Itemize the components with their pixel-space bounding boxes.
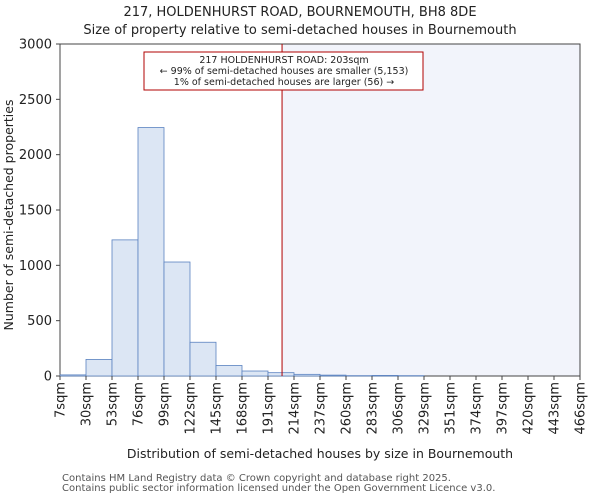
bar-122sqm — [189, 341, 217, 377]
x-tick-label-7sqm: 7sqm — [54, 382, 69, 418]
x-tick-label-260sqm: 260sqm — [340, 382, 355, 435]
x-axis-label: Distribution of semi-detached houses by … — [127, 446, 513, 461]
y-tick-label-0: 0 — [44, 370, 52, 385]
annotation-line-1: 217 HOLDENHURST ROAD: 203sqm — [199, 55, 368, 66]
bar-237sqm — [319, 374, 347, 377]
annotation-box — [143, 51, 424, 91]
bar-53sqm — [111, 239, 139, 377]
x-tick-label-122sqm: 122sqm — [184, 382, 199, 435]
bar-145sqm — [215, 365, 243, 377]
y-axis-label: Number of semi-detached properties — [1, 100, 16, 331]
plot-area: 0 500 1000 1500 2000 2500 3000 7sqm 30sqm 53sqm 76… — [19, 38, 589, 435]
footer-line-1: Contains HM Land Registry data © Crown c… — [62, 473, 451, 484]
y-tick-label-3000: 3000 — [19, 38, 52, 53]
x-tick-label-420sqm: 420sqm — [522, 382, 537, 435]
x-tick-label-283sqm: 283sqm — [366, 382, 381, 435]
annotation-line-3: 1% of semi-detached houses are larger (5… — [174, 77, 394, 88]
x-tick-label-76sqm: 76sqm — [132, 382, 147, 426]
bar-30sqm — [85, 358, 113, 377]
x-tick-label-168sqm: 168sqm — [236, 382, 251, 435]
x-tick-label-351sqm: 351sqm — [444, 382, 459, 435]
annotation-line-2: ← 99% of semi-detached houses are smalle… — [160, 66, 409, 77]
x-tick-label-145sqm: 145sqm — [210, 382, 225, 435]
x-tick-label-214sqm: 214sqm — [288, 382, 303, 435]
x-tick-label-237sqm: 237sqm — [314, 382, 329, 435]
chart-subtitle: Size of property relative to semi-detach… — [83, 23, 516, 38]
bar-191sqm — [267, 372, 295, 377]
y-tick-label-1500: 1500 — [19, 204, 52, 219]
x-tick-label-99sqm: 99sqm — [158, 382, 173, 426]
highlight-region — [282, 44, 580, 376]
x-tick-label-397sqm: 397sqm — [496, 382, 511, 435]
x-tick-label-306sqm: 306sqm — [392, 382, 407, 435]
bar-7sqm — [59, 374, 87, 377]
bar-76sqm — [137, 127, 165, 377]
x-tick-label-374sqm: 374sqm — [470, 382, 485, 435]
footer-line-2: Contains public sector information licen… — [62, 483, 496, 494]
bar-283sqm — [371, 375, 399, 377]
y-tick-label-500: 500 — [27, 314, 52, 329]
x-tick-label-443sqm: 443sqm — [548, 382, 563, 435]
x-tick-label-466sqm: 466sqm — [574, 382, 589, 435]
y-tick-label-2500: 2500 — [19, 93, 52, 108]
x-tick-label-329sqm: 329sqm — [418, 382, 433, 435]
bar-99sqm — [163, 261, 191, 377]
y-tick-label-1000: 1000 — [19, 259, 52, 274]
x-tick-label-30sqm: 30sqm — [80, 382, 95, 426]
bar-214sqm — [293, 373, 321, 377]
chart-title: 217, HOLDENHURST ROAD, BOURNEMOUTH, BH8 … — [123, 5, 476, 20]
bar-168sqm — [241, 370, 269, 377]
x-tick-label-191sqm: 191sqm — [262, 382, 277, 435]
y-tick-label-2000: 2000 — [19, 148, 52, 163]
x-tick-label-53sqm: 53sqm — [106, 382, 121, 426]
